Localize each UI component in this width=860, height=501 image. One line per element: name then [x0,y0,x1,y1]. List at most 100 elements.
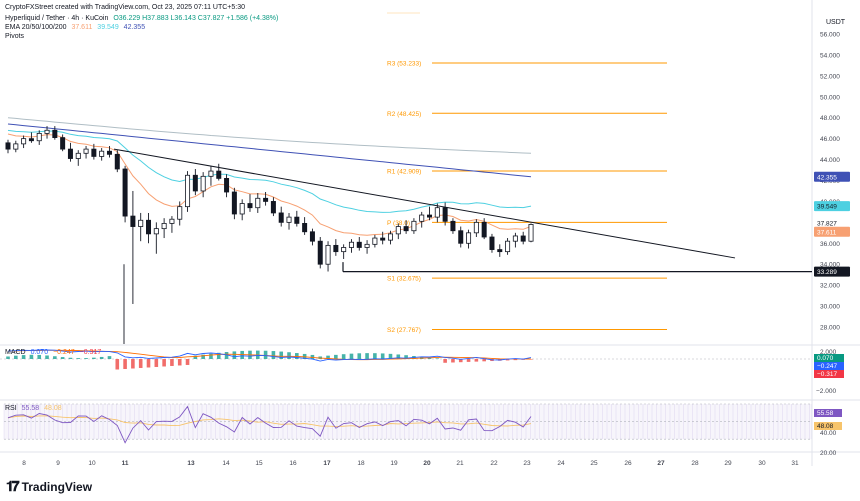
currency-label: USDT [826,19,846,26]
ema50-badge-bg [814,201,850,212]
macd-histogram-bar [60,357,65,359]
macd-histogram-bar [388,353,393,359]
time-tick: 30 [758,460,766,467]
candle-down [122,168,128,217]
candle-up [99,150,105,157]
time-tick: 19 [390,460,398,467]
macd-histogram-bar [177,359,182,366]
macd-histogram-bar [224,352,229,359]
descending-trendline [113,148,736,259]
brand-name: TradingView [21,479,93,494]
candle-down [309,231,315,242]
time-tick: 29 [724,460,732,467]
candle-down [130,215,136,227]
attribution: CryptoFXStreet created with TradingView.… [5,4,246,11]
macd-histogram-bar [458,359,463,363]
macd-histogram-bar [138,359,143,368]
rsi-ma-badge-bg [814,422,842,430]
macd-histogram-bar [443,359,447,363]
macd-histogram-bar [131,359,135,369]
candle-down [5,142,11,150]
candle-up [255,197,261,209]
macd-histogram-bar [295,353,299,359]
candle-up [411,220,417,232]
macd-histogram-bar [373,353,377,359]
macd-histogram-bar [341,354,346,359]
candle-up [387,233,393,241]
time-tick: 14 [222,460,230,467]
rsi-legend: RSI 55.58 48.08 [5,404,65,413]
time-tick: 9 [56,460,60,467]
price-tick: 44.000 [820,157,840,164]
macd-histogram-bar [435,358,440,359]
pivots-legend[interactable]: Pivots [5,33,25,40]
candle-down [67,148,73,159]
trendlines [113,148,812,273]
macd-label[interactable]: MACD [5,349,26,356]
tradingview-logo[interactable]: 𝟏𝟕 TradingView [6,478,92,495]
macd-histogram-bar [37,354,42,359]
macd-tick: −2.000 [816,388,836,395]
rsi-badge-bg [814,409,842,417]
candle-up [434,207,440,218]
candle-up [138,219,144,227]
macd-histogram-bar [115,359,120,370]
ema-legend-label[interactable]: EMA 20/50/100/200 [5,24,67,31]
candle-up [466,232,472,244]
macd-histogram-bar [466,359,471,362]
candle-down [302,223,308,233]
price-tick: 34.000 [820,262,840,269]
time-tick: 20 [423,460,431,467]
ema20-badge-bg [814,226,850,237]
pivot-label: S1 (32.675) [387,276,421,283]
candle-up [528,224,534,242]
candle-up [372,237,378,245]
candle-down [231,191,237,215]
pivot-label: S2 (27.767) [387,327,421,334]
candle-down [442,207,448,222]
candle-down [278,212,284,223]
macd-histogram-bar [14,355,18,359]
symbol-title[interactable]: Hyperliquid / Tether · 4h · KuCoin [5,15,109,22]
candle-up [83,148,89,154]
candle-down [356,241,362,248]
macd-histogram-bar [45,355,49,359]
price-tick: 54.000 [820,52,840,59]
macd-histogram-bar [232,351,237,359]
time-axis[interactable]: 8 9 10 11 13 14 15 16 17 18 19 20 21 22 23 24 25 26 27 28 29… [22,460,799,467]
candle-up [200,175,206,192]
tradingview-mark-icon: 𝟏𝟕 [6,478,20,494]
time-tick: 17 [323,460,331,467]
candle-down [263,197,269,202]
macd-histogram-bar [365,353,369,359]
time-tick: 26 [624,460,632,467]
time-tick: 23 [523,460,531,467]
macd-histogram-bar [92,357,96,359]
macd-histogram-bar [263,350,268,359]
time-tick: 21 [456,460,464,467]
time-tick: 18 [357,460,365,467]
candle-down [427,214,433,218]
candle-up [239,203,245,215]
candle-down [52,129,58,138]
macd-histogram-bar [146,359,151,368]
time-tick: 16 [289,460,297,467]
ema50-value: 39.549 [97,24,119,31]
ema-lines [7,117,532,236]
rsi-tick: 40.00 [820,430,837,437]
rsi-label[interactable]: RSI [5,405,17,412]
candle-down [403,226,409,232]
macd-histogram-bar [271,351,276,359]
macd-hist-value: −0.317 [79,349,102,356]
ema100-badge: 42.355 [817,174,837,181]
last-price-badge-bg [814,218,850,229]
candle-up [348,241,354,248]
macd-badge: −0.317 [817,371,837,378]
candle-up [419,214,425,222]
price-tick: 56.000 [820,32,840,39]
macd-histogram-bar [513,359,518,361]
candle-up [21,138,27,145]
candle-down [497,249,503,253]
